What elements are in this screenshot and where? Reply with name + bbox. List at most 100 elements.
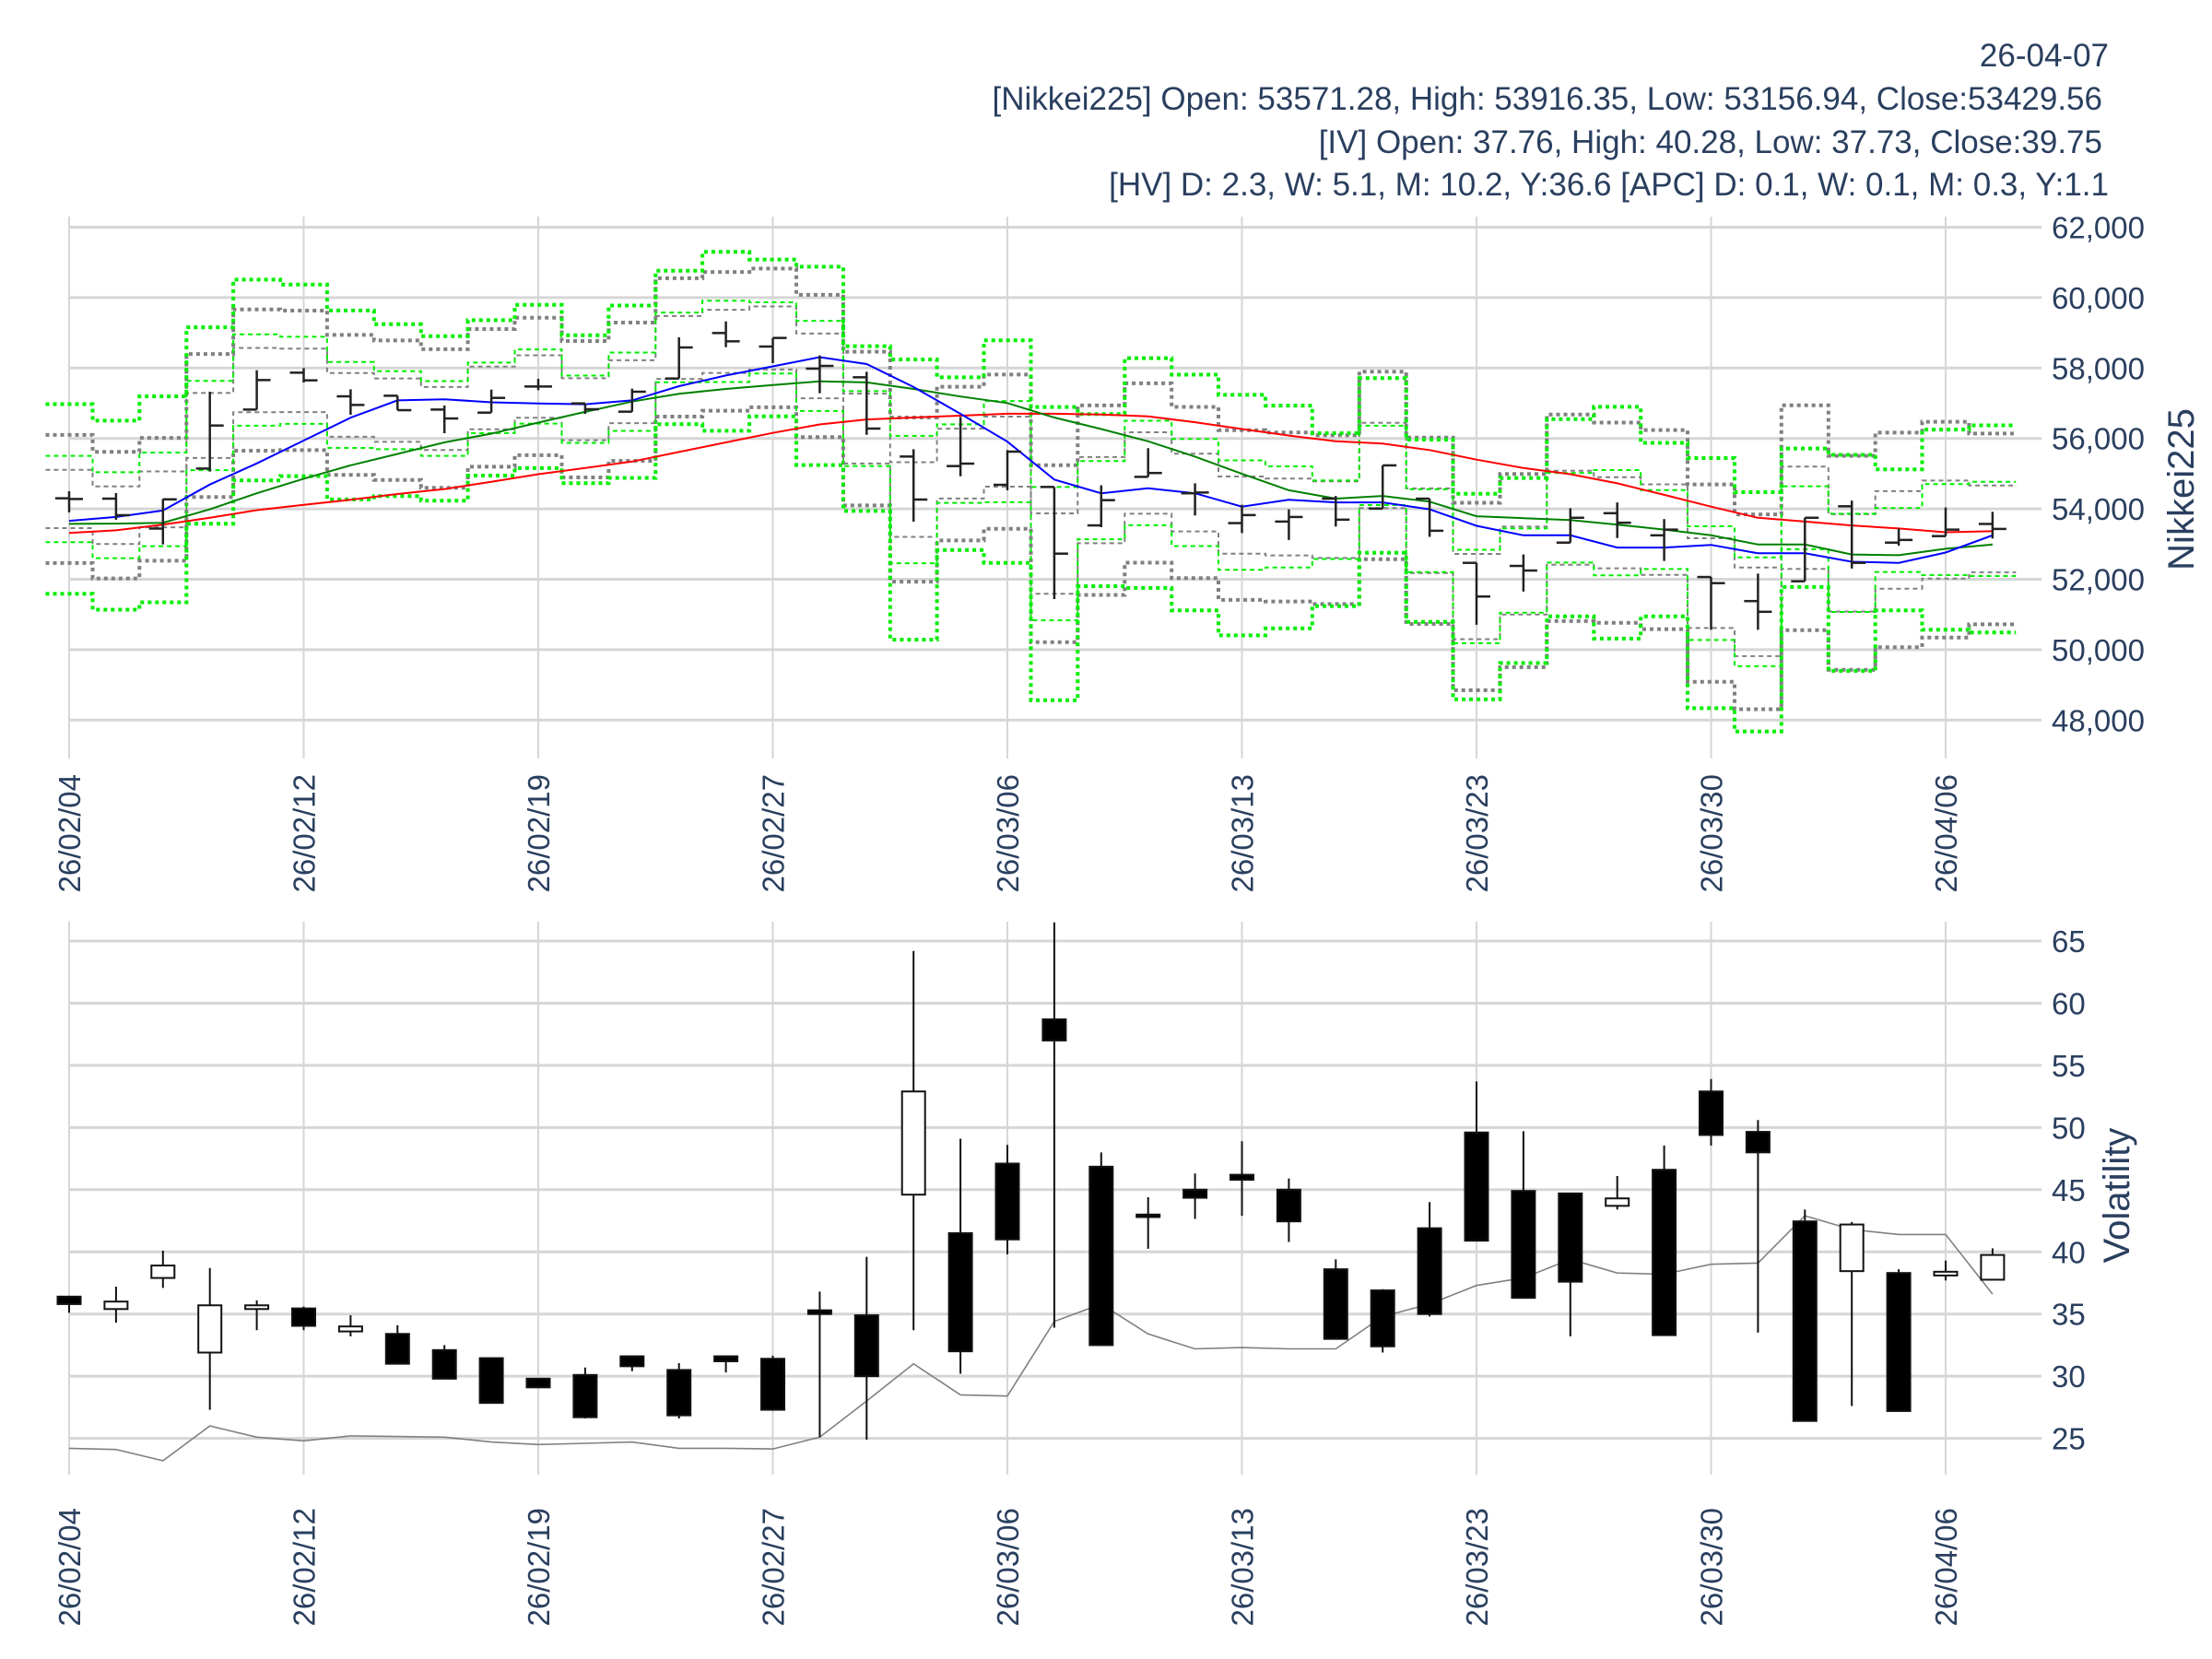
candle-body <box>1652 1169 1677 1336</box>
volatility-chart[interactable]: 25 30 35 40 45 50 55 60 65 26/02/04 26/02/12 26/02/… <box>53 922 2086 1626</box>
ohlc-bar <box>759 336 787 363</box>
ohlc-bar <box>1087 485 1115 527</box>
ohlc-bar <box>242 370 271 411</box>
ohlc-bar <box>994 450 1021 491</box>
candle-body <box>1041 1018 1067 1041</box>
iv-candle-down <box>1417 1202 1442 1317</box>
candle-body <box>244 1304 270 1311</box>
ohlc-bar <box>1181 483 1209 516</box>
iv-candle-down <box>1230 1141 1254 1217</box>
iv-candle-down <box>806 1291 832 1438</box>
ohlc-bar <box>571 402 599 414</box>
header-date: 26-04-07 <box>1980 38 2109 74</box>
candle-body <box>1792 1220 1818 1422</box>
header-info: 26-04-07 [Nikkei225] Open: 53571.28, Hig… <box>993 38 2110 203</box>
ohlc-bar <box>524 379 552 391</box>
ohlc-bar <box>477 389 506 414</box>
y-tick-label: 50 <box>2052 1111 2086 1145</box>
nikkei-axis-title: Nikkei225 <box>2161 408 2202 571</box>
ohlc-bar <box>853 371 881 435</box>
x-tick-label: 26/02/19 <box>522 1508 556 1626</box>
candle-body <box>478 1357 504 1405</box>
y-tick-label: 58,000 <box>2052 351 2145 385</box>
x-tick-label: 26/03/30 <box>1695 774 1729 892</box>
ohlc-bar <box>1556 508 1584 544</box>
iv-candle-down <box>1370 1288 1395 1353</box>
ohlc-bar <box>1744 573 1772 630</box>
candle-body <box>572 1373 598 1418</box>
iv-candle-down <box>853 1256 879 1440</box>
iv-candle-down <box>619 1355 645 1371</box>
candle-body <box>1230 1173 1254 1182</box>
nikkei-price-chart[interactable]: 48,000 50,000 52,000 54,000 56,000 58,000 60,0… <box>45 211 2145 893</box>
candle-body <box>947 1232 973 1353</box>
ohlc-bar <box>336 389 365 416</box>
x-tick-label: 26/04/06 <box>1929 774 1963 892</box>
candle-body <box>431 1348 457 1380</box>
iv-candle-up <box>197 1267 223 1410</box>
iv-candle-down <box>1792 1209 1818 1422</box>
volatility-axis-title: Volatility <box>2097 1128 2137 1264</box>
y-tick-label: 52,000 <box>2052 563 2145 597</box>
candle-body <box>337 1325 363 1333</box>
candle-body <box>1745 1131 1771 1154</box>
candle-body <box>806 1309 832 1315</box>
candle-body <box>1886 1272 1912 1412</box>
candle-body <box>103 1300 129 1311</box>
ohlc-bar <box>618 388 646 413</box>
iv-candle-down <box>431 1345 457 1380</box>
candle-body <box>666 1369 692 1417</box>
x-tick-label: 26/03/13 <box>1226 774 1260 892</box>
y-tick-label: 55 <box>2052 1049 2086 1083</box>
ohlc-bar <box>947 417 975 477</box>
ohlc-bar <box>383 394 412 412</box>
iv-candle-down <box>572 1367 598 1419</box>
ohlc-bar <box>806 355 834 394</box>
x-tick-label: 26/03/23 <box>1460 774 1494 892</box>
x-tick-label: 26/02/27 <box>757 1508 791 1626</box>
ohlc-bar <box>1932 507 1959 537</box>
candle-body <box>760 1358 785 1411</box>
candle-body <box>1699 1090 1724 1136</box>
ohlc-bar <box>430 406 459 434</box>
ohlc-bar <box>1697 575 1725 630</box>
x-tick-label: 26/02/27 <box>757 774 791 892</box>
y-tick-label: 35 <box>2052 1298 2086 1332</box>
x-tick-label: 26/03/30 <box>1695 1508 1729 1626</box>
candle-body <box>1370 1289 1395 1347</box>
header-iv-ohlc: [IV] Open: 37.76, High: 40.28, Low: 37.7… <box>1319 124 2102 160</box>
y-tick-label: 60 <box>2052 986 2086 1020</box>
x-tick-label: 26/02/04 <box>53 1508 87 1626</box>
iv-candle-up <box>1980 1248 2006 1281</box>
iv-candle-down <box>760 1355 785 1411</box>
ohlc-bar <box>289 368 318 383</box>
ohlc-bar <box>900 449 928 523</box>
y-tick-label: 62,000 <box>2052 211 2145 245</box>
iv-candle-down <box>1745 1120 1771 1333</box>
ohlc-bar <box>1978 512 2006 539</box>
ma-short-line <box>68 356 1994 564</box>
ohlc-bar <box>1369 464 1397 511</box>
candle-body <box>1933 1270 1959 1277</box>
candle-body <box>1511 1190 1536 1300</box>
candle-body <box>1276 1188 1301 1223</box>
candle-body <box>1135 1213 1161 1218</box>
iv-candle-up <box>1605 1175 1630 1210</box>
y-tick-label: 45 <box>2052 1173 2086 1207</box>
iv-candle-down <box>1041 922 1067 1328</box>
ohlc-bar <box>101 492 130 520</box>
ohlc-bar <box>195 392 224 472</box>
iv-candle-down <box>1699 1078 1724 1146</box>
iv-candle-down <box>478 1357 504 1405</box>
x-tick-label: 26/03/13 <box>1226 1508 1260 1626</box>
x-tick-label: 26/02/04 <box>53 774 87 892</box>
candle-body <box>1839 1223 1865 1273</box>
ohlc-bar <box>1791 516 1819 582</box>
x-tick-label: 26/03/06 <box>991 774 1025 892</box>
ohlc-bar <box>1134 448 1162 478</box>
x-tick-label: 26/03/06 <box>991 1508 1025 1626</box>
candle-body <box>1088 1165 1114 1347</box>
candle-body <box>56 1295 82 1305</box>
candle-body <box>1980 1253 2006 1281</box>
